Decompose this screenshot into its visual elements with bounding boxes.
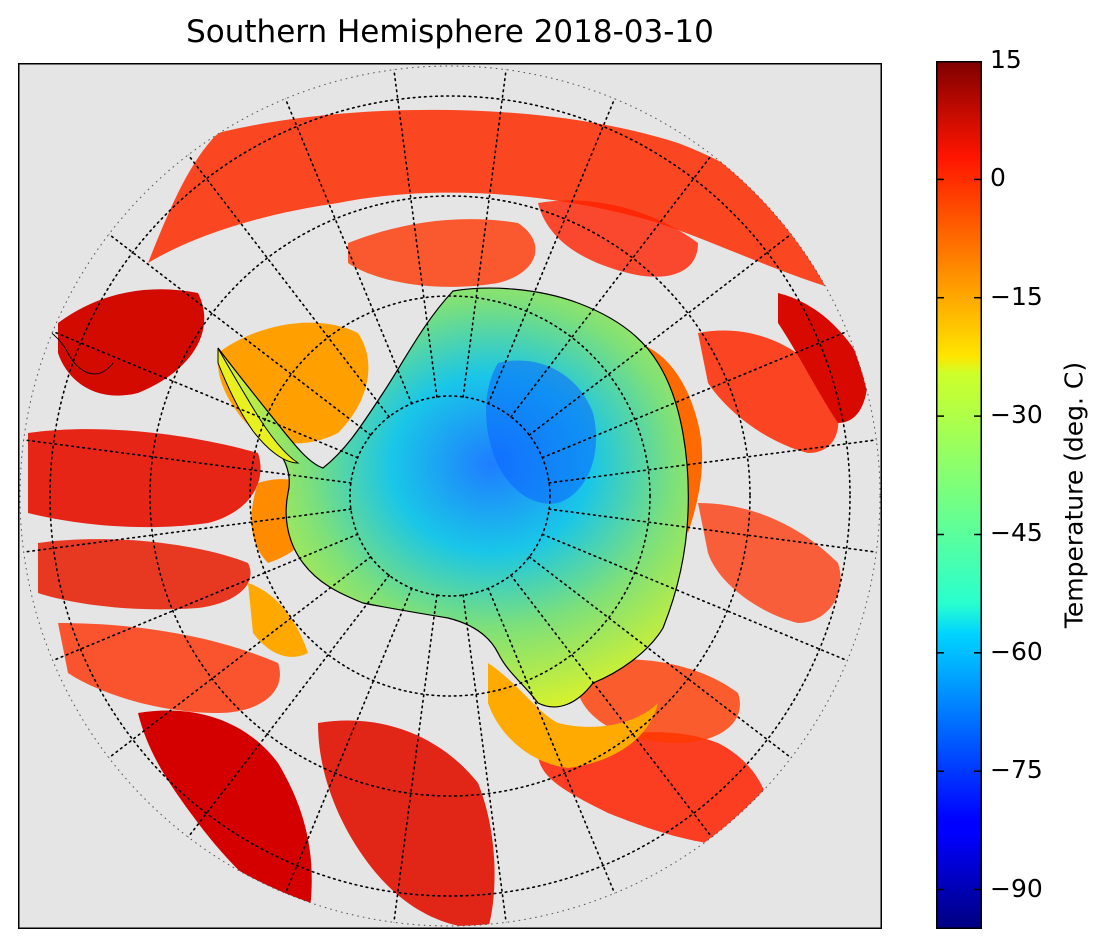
meridian-line (541, 533, 868, 670)
antarctic-peninsula (217, 347, 300, 464)
colorbar-tick-label: −15 (990, 281, 1043, 311)
parallel-line (349, 395, 551, 597)
parallel-line (49, 95, 851, 897)
colorbar-frame (936, 61, 982, 929)
parallel-line (149, 195, 751, 797)
meridian-line (528, 556, 810, 772)
parallel-line (249, 295, 651, 697)
hemisphere-boundary (19, 65, 881, 927)
map-frame (18, 63, 882, 929)
meridian-line (487, 587, 624, 914)
meridian-line (276, 78, 413, 405)
meridian-line (548, 508, 880, 556)
meridian-line (20, 436, 352, 484)
meridian-line (548, 436, 880, 484)
colorbar-tick-label: −45 (990, 518, 1043, 548)
colorbar-tick-label: −90 (990, 873, 1043, 903)
meridian-line (462, 594, 510, 926)
colorbar-tick-label: 15 (990, 45, 1022, 74)
colorbar-tick-label: −75 (990, 755, 1043, 785)
colorbar-label: Temperature (deg. C) (1059, 361, 1089, 629)
colorbar-gradient (936, 61, 982, 929)
meridian-line (32, 322, 359, 459)
graticule (20, 66, 880, 926)
meridian-line (91, 220, 372, 436)
meridian-line (541, 322, 868, 459)
meridian-line (91, 556, 372, 772)
meridian-line (32, 533, 359, 670)
colorbar (936, 61, 982, 929)
cold-interior (486, 360, 597, 504)
meridian-line (390, 594, 438, 926)
meridian-line (390, 66, 438, 398)
meridian-line (174, 137, 390, 418)
meridian-line (510, 574, 726, 856)
map-title: Southern Hemisphere 2018-03-10 (186, 14, 714, 50)
colorbar-tick-label: 0 (990, 163, 1006, 193)
colorbar-tick-label: −30 (990, 400, 1043, 430)
meridian-line (510, 137, 726, 418)
meridian-line (276, 587, 413, 914)
meridian-line (487, 78, 624, 405)
polar-temperature-map (18, 63, 882, 929)
meridian-line (462, 66, 510, 398)
meridian-line (20, 508, 352, 556)
colorbar-tick-label: −60 (990, 636, 1043, 666)
meridian-line (528, 220, 810, 436)
meridian-line (174, 574, 390, 856)
